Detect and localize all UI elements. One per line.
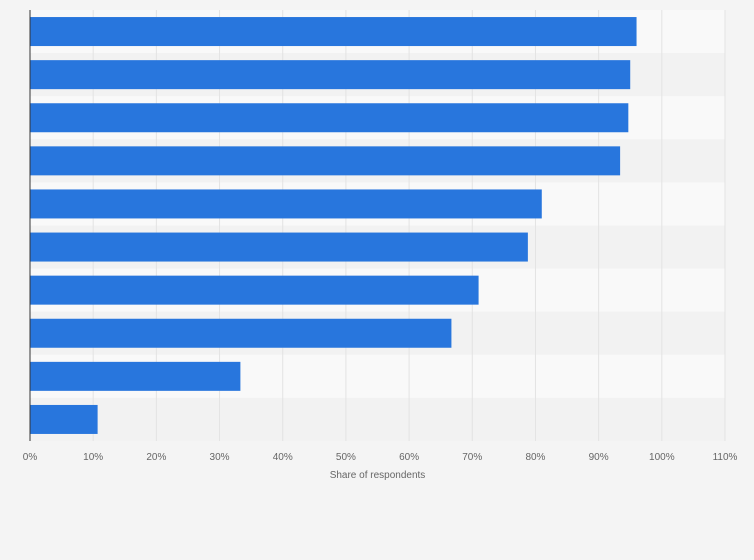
x-tick-label: 80% [525,452,545,463]
x-axis-title: Share of respondents [330,470,426,481]
x-tick-labels: 0% 10% 20% 30% 40% 50% 60% 70% 80% 90% 100% 110% [23,452,738,463]
bar [30,318,452,348]
x-tick-label: 60% [399,452,419,463]
bar [30,60,631,90]
x-tick-label: 110% [713,452,738,463]
bar [30,189,542,219]
bar [30,361,241,391]
x-tick-label: 100% [649,452,675,463]
x-tick-label: 10% [83,452,103,463]
x-tick-label: 0% [23,452,38,463]
bar [30,275,479,305]
bar [30,146,621,176]
x-tick-label: 70% [462,452,482,463]
bar [30,404,98,434]
x-tick-label: 20% [146,452,166,463]
x-tick-label: 90% [589,452,609,463]
x-tick-label: 40% [273,452,293,463]
bars [30,17,637,434]
bar [30,232,528,262]
bar [30,17,637,47]
x-tick-label: 50% [336,452,356,463]
row-band [30,397,725,441]
bar [30,103,629,133]
x-tick-label: 30% [210,452,230,463]
